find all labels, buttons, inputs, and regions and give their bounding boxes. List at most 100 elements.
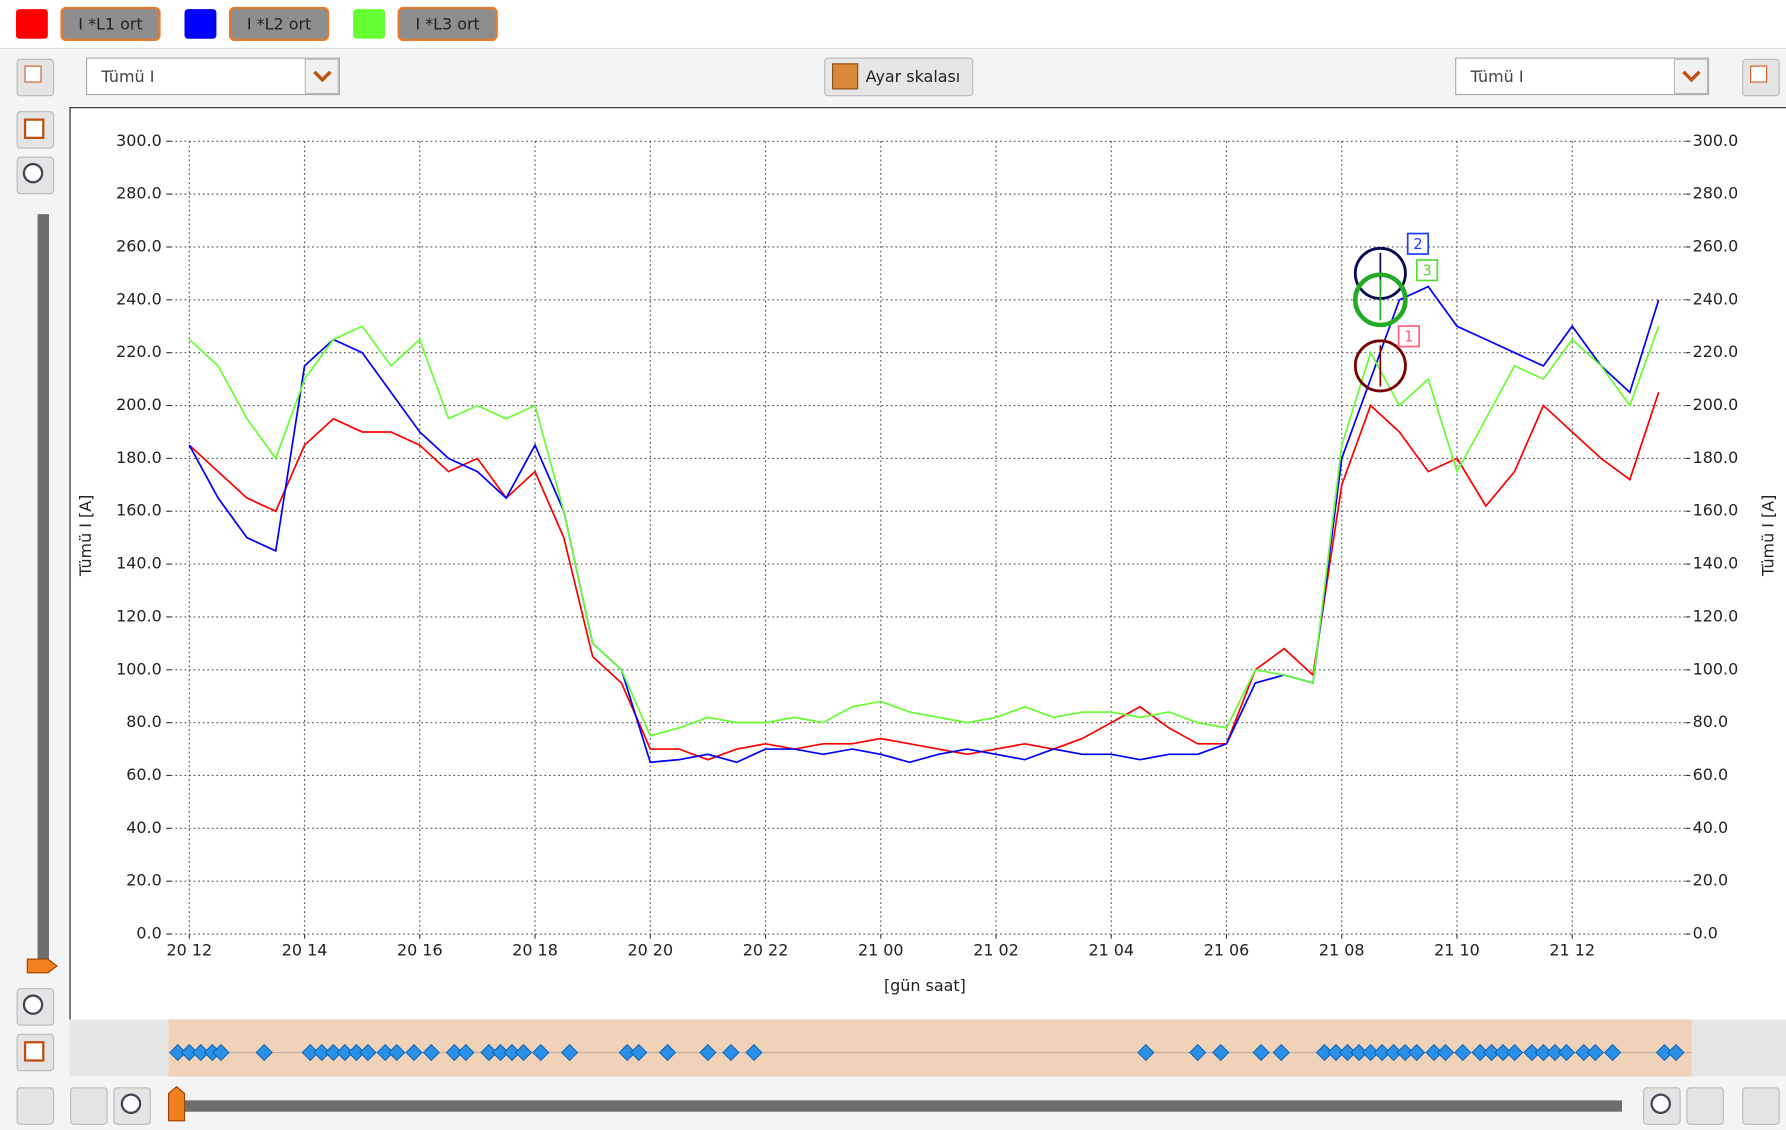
y2-tick-label: 100.0 xyxy=(1693,659,1739,678)
cursor-label-box xyxy=(1415,259,1439,282)
event-marker xyxy=(324,1043,342,1062)
event-marker xyxy=(1425,1043,1443,1062)
event-marker xyxy=(1557,1043,1576,1062)
x-tick-label: 21 02 xyxy=(973,941,1019,960)
event-marker xyxy=(1471,1043,1489,1062)
slider-handle[interactable] xyxy=(26,958,58,974)
x-tick-label: 20 22 xyxy=(743,941,789,960)
y-tick-label: 160.0 xyxy=(116,501,162,520)
y2-tick-label: 40.0 xyxy=(1693,818,1729,837)
event-marker xyxy=(1189,1043,1207,1062)
cursor-marker[interactable] xyxy=(1353,339,1407,393)
arrow-glyph xyxy=(313,70,332,83)
event-marker xyxy=(445,1043,463,1062)
event-marker xyxy=(560,1043,579,1062)
x-axis-label: [gün saat] xyxy=(884,976,966,995)
edit-icon[interactable] xyxy=(1686,1087,1724,1125)
event-marker xyxy=(212,1043,230,1062)
y2-tick-label: 0.0 xyxy=(1693,924,1718,943)
event-marker xyxy=(1494,1043,1512,1062)
legend-button[interactable] xyxy=(60,6,161,42)
y2-tick-label: 240.0 xyxy=(1693,289,1739,308)
dropdown-arrow[interactable] xyxy=(1673,58,1708,95)
event-marker xyxy=(1586,1043,1604,1062)
event-marker xyxy=(1384,1043,1403,1062)
event-marker xyxy=(1603,1043,1622,1062)
y-tick-label: 240.0 xyxy=(116,289,162,308)
event-marker xyxy=(388,1043,406,1062)
y-tick-label: 140.0 xyxy=(116,554,162,573)
x-tick-label: 21 08 xyxy=(1319,941,1365,960)
y2-tick-label: 120.0 xyxy=(1693,606,1739,625)
legend-swatch[interactable] xyxy=(353,9,385,39)
event-marker xyxy=(1534,1043,1553,1062)
event-marker xyxy=(658,1043,677,1062)
y-axis-label: Tümü I [A] xyxy=(76,495,95,577)
event-marker xyxy=(1252,1043,1270,1062)
legend-button[interactable] xyxy=(397,6,498,42)
scale-button[interactable] xyxy=(824,57,974,97)
x-tick-label: 20 14 xyxy=(282,941,328,960)
event-marker xyxy=(503,1043,521,1062)
y-tick-label: 220.0 xyxy=(116,342,162,361)
event-marker xyxy=(313,1043,331,1062)
x-tick-label: 21 10 xyxy=(1434,941,1480,960)
edit-icon[interactable] xyxy=(70,1087,108,1125)
y-tick-label: 120.0 xyxy=(116,606,162,625)
event-marker xyxy=(422,1043,440,1062)
scale-icon xyxy=(832,63,859,90)
horizontal-slider[interactable] xyxy=(170,1100,1622,1112)
y2-tick-label: 180.0 xyxy=(1693,448,1739,467)
event-marker xyxy=(169,1043,187,1062)
legend-swatch[interactable] xyxy=(15,9,48,39)
event-marker xyxy=(1315,1043,1334,1062)
icon-glyph xyxy=(22,994,44,1015)
event-marker xyxy=(1546,1043,1564,1062)
y2-tick-label: 200.0 xyxy=(1693,395,1739,414)
event-marker xyxy=(347,1043,366,1062)
cursor-label: 3 xyxy=(1422,262,1431,279)
y2-tick-label: 20.0 xyxy=(1693,871,1729,890)
y-tick-label: 300.0 xyxy=(116,131,162,150)
y2-tick-label: 80.0 xyxy=(1693,712,1729,731)
y2-axis-label: Tümü I [A] xyxy=(1758,495,1777,577)
event-marker xyxy=(1272,1043,1290,1062)
event-marker xyxy=(1373,1043,1391,1062)
event-marker xyxy=(722,1043,740,1062)
x-tick-label: 21 00 xyxy=(858,941,904,960)
cursor-label-box xyxy=(1397,325,1420,348)
x-tick-label: 21 04 xyxy=(1088,941,1134,960)
y2-tick-label: 140.0 xyxy=(1693,554,1739,573)
event-marker xyxy=(1327,1043,1345,1062)
event-marker xyxy=(336,1043,354,1062)
dropdown-arrow[interactable] xyxy=(304,58,339,95)
y2-tick-label: 60.0 xyxy=(1693,765,1729,784)
y-tick-label: 260.0 xyxy=(116,236,162,255)
series-line xyxy=(188,285,1660,764)
select-icon[interactable] xyxy=(1742,1087,1780,1125)
x-tick-label: 20 12 xyxy=(166,941,212,960)
event-marker xyxy=(1361,1043,1380,1062)
dropdown-right[interactable] xyxy=(1455,57,1710,96)
dropdown-left[interactable] xyxy=(85,57,341,96)
select-icon[interactable] xyxy=(16,1087,55,1125)
legend-label: I *L2 ort xyxy=(247,15,311,34)
slider-handle[interactable] xyxy=(168,1085,186,1122)
y-tick-label: 200.0 xyxy=(116,395,162,414)
cursor-marker[interactable] xyxy=(1353,272,1408,328)
legend-swatch[interactable] xyxy=(184,9,217,39)
legend-button[interactable] xyxy=(228,6,330,42)
event-marker xyxy=(192,1043,210,1062)
event-marker xyxy=(491,1043,510,1062)
series-line xyxy=(188,325,1660,737)
event-marker xyxy=(1482,1043,1501,1062)
event-marker xyxy=(618,1043,636,1062)
event-marker xyxy=(301,1043,319,1062)
icon-glyph xyxy=(120,1093,142,1115)
y-tick-label: 0.0 xyxy=(136,924,161,943)
event-marker xyxy=(1523,1043,1541,1062)
vertical-slider[interactable] xyxy=(37,214,49,960)
y-tick-label: 280.0 xyxy=(116,184,162,203)
